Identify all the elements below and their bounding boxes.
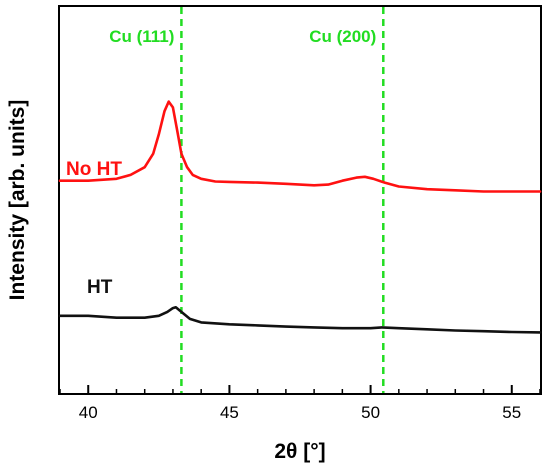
x-tick-label: 50: [361, 403, 380, 422]
x-tick-label: 40: [79, 403, 98, 422]
series-layer: [58, 100, 542, 334]
x-tick-label: 45: [220, 403, 239, 422]
x-axis-ticks: 40 45 50 55: [59, 385, 541, 422]
series-label-ht: HT: [87, 277, 113, 298]
series-line-no-ht: [58, 100, 542, 193]
y-axis-title: Intensity [arb. units]: [6, 100, 29, 301]
series-label-no-ht: No HT: [66, 159, 122, 180]
x-tick-label: 55: [502, 403, 521, 422]
reference-lines: Cu (111) Cu (200): [109, 7, 385, 393]
reference-line-label: Cu (111): [109, 27, 174, 46]
x-axis-title: 2θ [°]: [274, 440, 325, 463]
reference-line-label: Cu (200): [309, 27, 376, 46]
plot-frame: [58, 5, 542, 395]
series-line-ht: [58, 305, 542, 334]
